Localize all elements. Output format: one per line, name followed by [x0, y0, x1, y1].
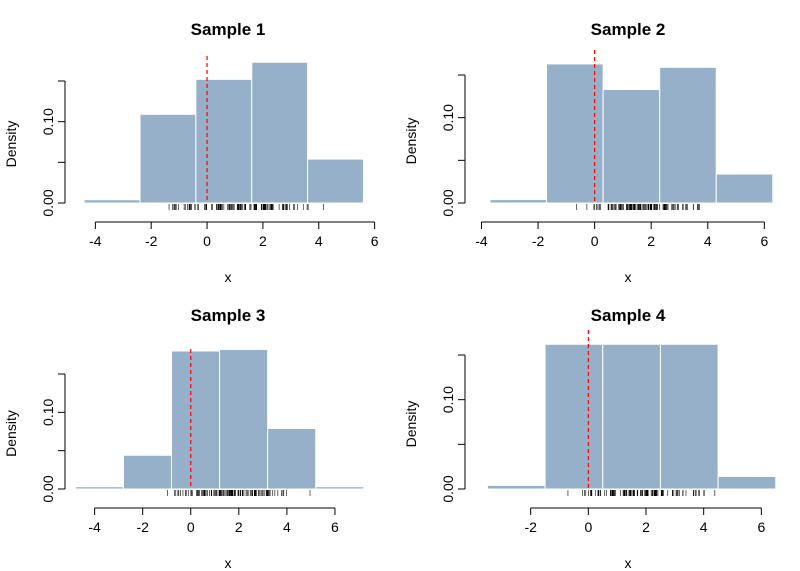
x-tick-label: 0 [203, 233, 211, 249]
x-tick-label: 2 [642, 519, 650, 535]
histogram-panel-3: Sample 3 -4 -2 0 2 4 6 0.00 0.10 x Density [3, 306, 365, 571]
histogram-bar [717, 475, 777, 490]
histogram-bar [74, 486, 124, 490]
panel-title: Sample 4 [591, 306, 666, 325]
histogram-bar [251, 61, 309, 204]
panel-title: Sample 3 [191, 306, 266, 325]
x-tick-label: 6 [331, 519, 339, 535]
histogram-bar [219, 348, 269, 490]
histogram-bar [307, 158, 364, 204]
x-tick-label: -4 [88, 519, 101, 535]
histogram-bar [139, 113, 197, 204]
x-tick-label: 0 [187, 519, 195, 535]
y-tick-label: 0.10 [40, 108, 56, 135]
panel-title: Sample 2 [591, 20, 666, 39]
histogram-bar [486, 484, 546, 490]
y-axis-label: Density [403, 118, 419, 165]
histogram-bar [602, 89, 661, 204]
histogram-bar [715, 173, 774, 204]
histogram-panel-1: Sample 1 -4 -2 0 2 4 6 0.00 0.10 x Density [3, 20, 379, 285]
x-tick-label: 2 [235, 519, 243, 535]
y-tick-label: 0.10 [40, 398, 56, 425]
y-axis-label: Density [403, 401, 419, 448]
y-axis-label: Density [3, 410, 19, 457]
x-tick-label: -2 [136, 519, 149, 535]
x-tick-label: 4 [704, 233, 712, 249]
histogram-bar [489, 199, 548, 204]
histogram-bar [602, 343, 661, 490]
histogram-bar [315, 486, 365, 490]
x-axis-label: x [625, 269, 632, 285]
x-tick-label: -4 [475, 233, 488, 249]
histogram-bar [195, 78, 253, 204]
x-tick-label: 2 [259, 233, 267, 249]
y-tick-label: 0.00 [440, 475, 456, 502]
histogram-panel-2: Sample 2 -4 -2 0 2 4 6 0.00 0.10 x Density [403, 20, 774, 285]
histogram-bar [122, 454, 173, 490]
x-axis-label: x [625, 555, 632, 571]
histogram-bar [544, 343, 604, 490]
histogram-bar [659, 66, 717, 204]
x-tick-label: 6 [760, 233, 768, 249]
y-tick-label: 0.00 [440, 189, 456, 216]
x-tick-label: -2 [145, 233, 158, 249]
x-tick-label: 0 [584, 519, 592, 535]
histogram-bar [267, 427, 317, 490]
x-tick-label: 6 [757, 519, 765, 535]
histogram-bar [546, 63, 604, 204]
x-tick-label: 4 [315, 233, 323, 249]
histogram-bar [171, 350, 221, 490]
x-tick-label: -2 [532, 233, 545, 249]
x-axis-label: x [225, 555, 232, 571]
panel-title: Sample 1 [191, 20, 266, 39]
y-tick-label: 0.10 [440, 104, 456, 131]
x-tick-label: 0 [591, 233, 599, 249]
x-tick-label: 6 [371, 233, 379, 249]
x-axis-label: x [225, 269, 232, 285]
x-tick-label: 2 [647, 233, 655, 249]
y-tick-label: 0.00 [40, 475, 56, 502]
histogram-panel-4: Sample 4 -2 0 2 4 6 0.00 0.10 x Density [403, 306, 777, 571]
histogram-bar [83, 199, 141, 204]
y-tick-label: 0.00 [40, 189, 56, 216]
y-axis-label: Density [3, 121, 19, 168]
x-tick-label: -2 [524, 519, 537, 535]
x-tick-label: 4 [283, 519, 291, 535]
y-tick-label: 0.10 [440, 386, 456, 413]
x-tick-label: 4 [700, 519, 708, 535]
x-tick-label: -4 [89, 233, 102, 249]
histogram-bar [659, 343, 719, 490]
